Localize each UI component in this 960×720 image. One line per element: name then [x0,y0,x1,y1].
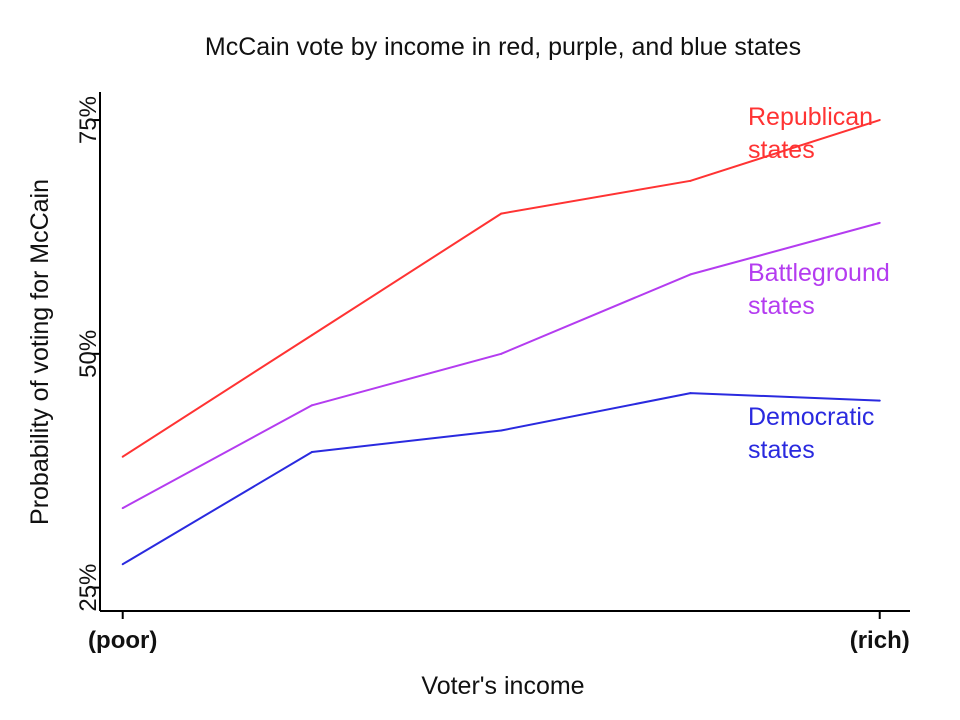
data-point [121,563,124,566]
y-tick-label: 75% [75,96,102,144]
data-point [500,212,503,215]
chart-title: McCain vote by income in red, purple, an… [205,33,801,61]
series-label: states [748,436,815,464]
x-tick-label: (rich) [850,627,910,654]
data-point [689,273,692,276]
y-axis-ticks: 25% 50% 75% [75,96,102,612]
series-label: states [748,292,815,320]
data-point [878,399,881,402]
x-tick-label: (poor) [88,627,157,654]
series-label: states [748,136,815,164]
data-point [121,507,124,510]
data-point [121,455,124,458]
y-axis-label: Probability of voting for McCain [26,179,54,525]
data-point [310,334,313,337]
series-label: Battleground [748,259,890,287]
data-point [310,404,313,407]
y-tick-label: 25% [75,564,102,612]
data-point [878,221,881,224]
y-tick-label: 50% [75,330,102,378]
data-point [878,119,881,122]
data-point [500,352,503,355]
x-axis-ticks: (poor) (rich) [88,611,910,654]
x-axis-label: Voter's income [421,672,584,700]
data-point [689,179,692,182]
data-point [310,451,313,454]
data-point [500,429,503,432]
series-label: Democratic [748,403,874,431]
series-label: Republican [748,103,873,131]
plot-area: Republican states Battleground states Democr… [121,103,890,566]
data-point [689,392,692,395]
